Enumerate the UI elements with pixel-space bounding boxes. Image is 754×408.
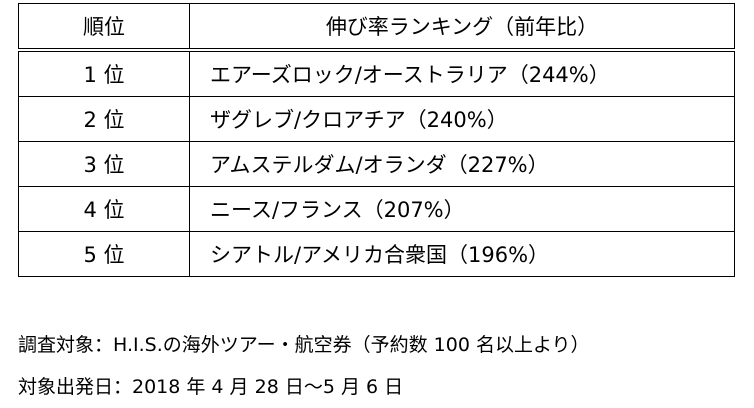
- table-row: 2 位 ザグレブ/クロアチア（240%）: [18, 96, 735, 142]
- rank-cell: 1 位: [18, 49, 190, 97]
- period-note: 対象出発日：2018 年 4 月 28 日～5 月 6 日: [18, 376, 404, 398]
- table-header: 順位 伸び率ランキング（前年比）: [18, 3, 735, 52]
- destination-cell: エアーズロック/オーストラリア（244%）: [189, 49, 735, 97]
- rank-cell: 3 位: [18, 141, 190, 187]
- header-row: 順位 伸び率ランキング（前年比）: [18, 3, 735, 52]
- header-destination: 伸び率ランキング（前年比）: [189, 3, 735, 52]
- table-row: 1 位 エアーズロック/オーストラリア（244%）: [18, 49, 735, 97]
- ranking-table: 順位 伸び率ランキング（前年比） 1 位 エアーズロック/オーストラリア（244…: [18, 3, 735, 277]
- destination-cell: ニース/フランス（207%）: [189, 186, 735, 232]
- rank-cell: 5 位: [18, 231, 190, 277]
- table-row: 4 位 ニース/フランス（207%）: [18, 186, 735, 232]
- table-row: 5 位 シアトル/アメリカ合衆国（196%）: [18, 231, 735, 277]
- rank-cell: 4 位: [18, 186, 190, 232]
- table-row: 3 位 アムステルダム/オランダ（227%）: [18, 141, 735, 187]
- destination-cell: アムステルダム/オランダ（227%）: [189, 141, 735, 187]
- table-body: 1 位 エアーズロック/オーストラリア（244%） 2 位 ザグレブ/クロアチア…: [18, 49, 735, 277]
- destination-cell: ザグレブ/クロアチア（240%）: [189, 96, 735, 142]
- rank-cell: 2 位: [18, 96, 190, 142]
- header-rank: 順位: [18, 3, 190, 52]
- destination-cell: シアトル/アメリカ合衆国（196%）: [189, 231, 735, 277]
- survey-note: 調査対象：H.I.S.の海外ツアー・航空券（予約数 100 名以上より）: [18, 334, 590, 356]
